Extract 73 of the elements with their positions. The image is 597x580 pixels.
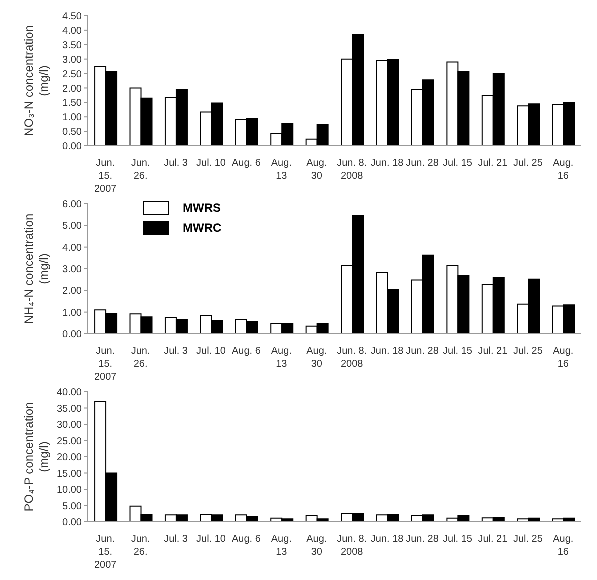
y-tick-label: 35.00 bbox=[56, 404, 82, 415]
x-tick-label: Aug. 16 bbox=[553, 346, 574, 370]
x-tick-label: Aug. 6 bbox=[232, 158, 262, 169]
y-axis-title: NO₃-N concentration (mg/l) bbox=[22, 26, 51, 136]
x-tick-label: Jul. 21 bbox=[478, 346, 508, 357]
y-tick-label: 0.00 bbox=[62, 142, 82, 153]
x-tick-label: Jun. 15. 2007 bbox=[94, 158, 118, 195]
x-tick-label: Aug. 30 bbox=[306, 158, 328, 182]
x-tick-label: Jul. 25 bbox=[513, 158, 544, 169]
x-tick-label: Jun. 26. bbox=[131, 346, 150, 370]
y-tick-label: 2.00 bbox=[62, 286, 82, 298]
y-tick-label: 1.50 bbox=[62, 98, 82, 110]
x-tick-label: Jun. 26. bbox=[131, 158, 150, 182]
x-tick-label: Jul. 10 bbox=[196, 346, 226, 357]
x-tick-label: Aug. 13 bbox=[271, 534, 292, 558]
x-tick-label: Jul. 3 bbox=[164, 346, 188, 357]
x-tick-label: Aug. 13 bbox=[271, 346, 292, 370]
x-tick-label: Jun. 28 bbox=[406, 534, 440, 545]
x-tick-label: Aug. 30 bbox=[306, 346, 328, 370]
y-tick-label: 2.00 bbox=[62, 84, 82, 95]
legend-label: MWRC bbox=[183, 221, 222, 235]
y-tick-label: 1.00 bbox=[62, 112, 82, 124]
legend-label: MWRS bbox=[183, 201, 221, 215]
x-tick-label: Jul. 15 bbox=[443, 158, 473, 169]
y-tick-label: 2.50 bbox=[62, 69, 82, 80]
x-tick-label: Jul. 3 bbox=[164, 158, 188, 169]
x-tick-label: Jul. 10 bbox=[196, 534, 226, 545]
x-tick-label: Jul. 25 bbox=[513, 346, 544, 357]
x-tick-label: Jul. 25 bbox=[513, 534, 544, 545]
y-tick-label: 6.00 bbox=[62, 200, 82, 211]
y-tick-label: 4.00 bbox=[62, 26, 82, 37]
y-tick-label: 3.50 bbox=[62, 40, 82, 52]
x-tick-label: Jun. 26. bbox=[131, 534, 150, 558]
x-tick-label: Jul. 21 bbox=[478, 534, 508, 545]
x-tick-label: Jul. 21 bbox=[478, 158, 508, 169]
x-tick-label: Jul. 15 bbox=[443, 534, 473, 545]
x-tick-label: Jun. 8. 2008 bbox=[337, 534, 368, 558]
x-tick-label: Aug. 30 bbox=[306, 534, 328, 558]
y-tick-label: 3.00 bbox=[62, 264, 82, 276]
y-tick-label: 1.00 bbox=[62, 308, 82, 319]
x-tick-label: Jun. 8. 2008 bbox=[337, 158, 368, 182]
x-tick-label: Aug. 13 bbox=[271, 158, 292, 182]
x-tick-label: Jul. 3 bbox=[164, 534, 188, 545]
y-axis-title: NH₄-N concentration (mg/l) bbox=[22, 214, 51, 324]
x-tick-label: Aug. 6 bbox=[232, 346, 262, 357]
x-tick-label: Jul. 10 bbox=[196, 158, 226, 169]
y-tick-label: 40.00 bbox=[56, 388, 82, 399]
y-tick-label: 20.00 bbox=[56, 452, 82, 464]
x-tick-label: Jul. 15 bbox=[443, 346, 473, 357]
y-tick-label: 0.50 bbox=[62, 127, 82, 138]
y-tick-label: 4.50 bbox=[62, 12, 82, 23]
x-tick-label: Jun. 18 bbox=[370, 346, 404, 357]
x-tick-label: Jun. 28 bbox=[406, 346, 440, 357]
x-tick-label: Jun. 18 bbox=[370, 158, 404, 169]
y-tick-label: 30.00 bbox=[56, 420, 82, 432]
x-tick-label: Jun. 15. 2007 bbox=[94, 346, 118, 383]
x-tick-label: Aug. 6 bbox=[232, 534, 262, 545]
x-tick-label: Jun. 15. 2007 bbox=[94, 534, 118, 571]
y-tick-label: 0.00 bbox=[62, 518, 82, 529]
y-tick-label: 0.00 bbox=[62, 330, 82, 341]
y-tick-label: 10.00 bbox=[56, 485, 82, 496]
y-tick-label: 25.00 bbox=[56, 436, 82, 448]
x-tick-label: Aug. 16 bbox=[553, 534, 574, 558]
y-tick-label: 5.00 bbox=[62, 501, 82, 512]
y-tick-label: 4.00 bbox=[62, 242, 82, 254]
y-tick-label: 15.00 bbox=[56, 468, 82, 480]
y-tick-label: 5.00 bbox=[62, 221, 82, 232]
x-tick-label: Jun. 8. 2008 bbox=[337, 346, 368, 370]
x-tick-label: Jun. 28 bbox=[406, 158, 440, 169]
y-tick-label: 3.00 bbox=[62, 54, 82, 66]
y-axis-title: PO₄-P concentration (mg/l) bbox=[22, 402, 51, 512]
x-tick-label: Jun. 18 bbox=[370, 534, 404, 545]
x-tick-label: Aug. 16 bbox=[553, 158, 574, 182]
